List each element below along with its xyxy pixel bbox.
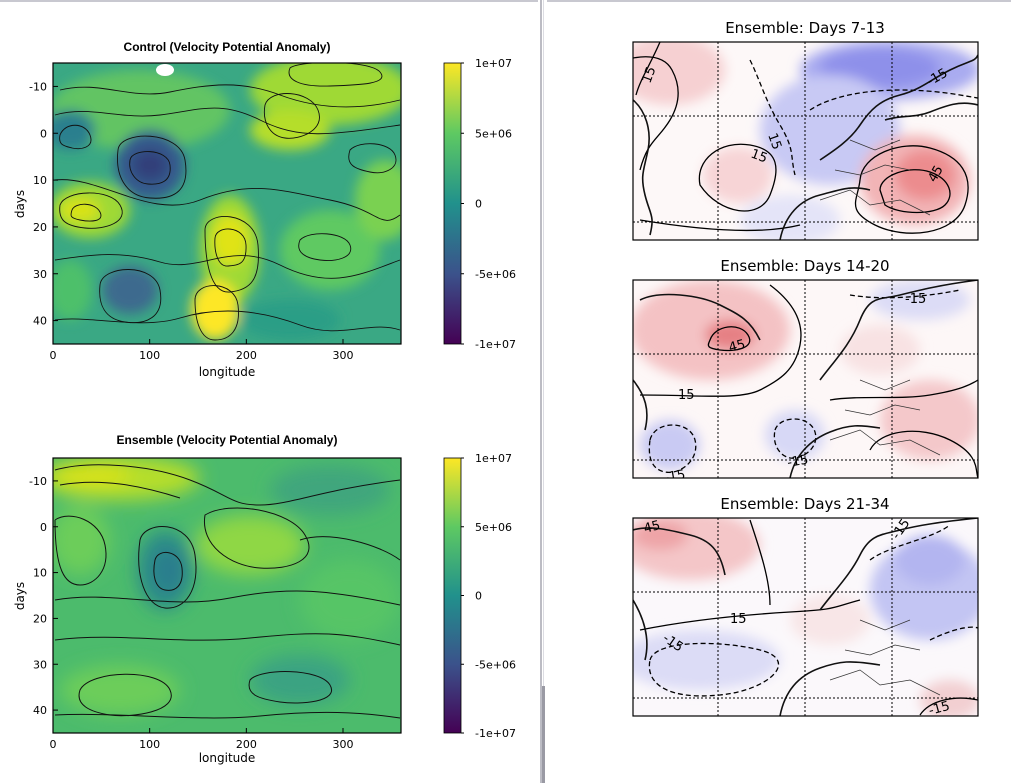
control-x-axis: 0 100 200 300 (50, 339, 354, 362)
y-tick-label: 30 (33, 268, 47, 281)
y-tick-label: 0 (40, 521, 47, 534)
control-colorbar (443, 62, 462, 345)
x-tick-label: 100 (139, 349, 160, 362)
ensemble-colorbar (443, 457, 462, 734)
x-tick-label: 300 (333, 349, 354, 362)
map1-contour-label: 45 (925, 163, 946, 185)
y-tick-label: 10 (33, 174, 47, 187)
control-y-label: days (13, 190, 27, 218)
colorbar-tick-label: -1e+07 (475, 338, 516, 351)
colorbar-tick-label: 0 (475, 590, 482, 603)
ensemble-y-label: days (13, 582, 27, 610)
map2-frame (632, 279, 979, 479)
map1-field: 15 15 15 -15 45 (633, 42, 978, 240)
y-tick-label: 40 (33, 315, 47, 328)
map2-contour-label: -15 (663, 467, 687, 485)
colorbar-tick-label: 0 (475, 198, 482, 211)
ensemble-field (53, 458, 401, 733)
control-heatmap: Control (Velocity Potential Anomaly) (13, 40, 516, 379)
ensemble-colorbar-ticks: 1e+07 5e+06 0 -5e+06 -1e+07 (461, 452, 516, 740)
map-days-14-20: Ensemble: Days 14-20 (632, 257, 979, 485)
control-field (53, 63, 401, 344)
map3-contour-label: -15 (927, 699, 951, 719)
colorbar-tick-label: -1e+07 (475, 727, 516, 740)
map2-title: Ensemble: Days 14-20 (720, 257, 889, 275)
control-title: Control (Velocity Potential Anomaly) (124, 40, 331, 54)
colorbar-tick-label: 5e+06 (475, 521, 512, 534)
y-tick-label: 10 (33, 567, 47, 580)
map3-title: Ensemble: Days 21-34 (720, 495, 889, 513)
map2-field: -15 45 15 -15 -15 (633, 280, 978, 485)
splitter-line-light (543, 0, 544, 783)
map3-field: 45 -15 15 -15 -15 (633, 518, 978, 719)
map1-contour-label: 15 (764, 131, 784, 152)
y-tick-label: 40 (33, 704, 47, 717)
window-top-border (0, 0, 1011, 2)
ensemble-x-label: longitude (199, 751, 256, 765)
colorbar-tick-label: 1e+07 (475, 452, 512, 465)
control-colorbar-ticks: 1e+07 5e+06 0 -5e+06 -1e+07 (461, 57, 516, 351)
scrollbar-thumb[interactable] (542, 686, 545, 783)
x-tick-label: 200 (236, 349, 257, 362)
y-tick-label: 0 (40, 127, 47, 140)
map3-contour-label: 15 (730, 612, 747, 627)
map-days-21-34: Ensemble: Days 21-34 (632, 495, 979, 719)
x-tick-label: 300 (333, 738, 354, 751)
map1-frame (632, 41, 979, 241)
colorbar-tick-label: -5e+06 (475, 658, 516, 671)
x-tick-label: 0 (50, 349, 57, 362)
map1-title: Ensemble: Days 7-13 (725, 19, 885, 37)
map2-contour-label: -15 (786, 452, 810, 470)
splitter-line (540, 0, 542, 783)
ensemble-x-axis: 0 100 200 300 (50, 728, 354, 751)
map3-frame (632, 517, 979, 717)
x-tick-label: 0 (50, 738, 57, 751)
colorbar-tick-label: 1e+07 (475, 57, 512, 70)
colorbar-tick-label: 5e+06 (475, 127, 512, 140)
pane-splitter[interactable] (538, 0, 547, 783)
y-tick-label: -10 (29, 80, 47, 93)
map1-contour-label: 15 (749, 147, 770, 167)
x-tick-label: 100 (139, 738, 160, 751)
y-tick-label: 20 (33, 612, 47, 625)
ensemble-title: Ensemble (Velocity Potential Anomaly) (117, 433, 338, 447)
map2-contour-label: 45 (727, 337, 747, 356)
map2-contour-label: -15 (905, 292, 926, 307)
map3-contour-label: 45 (642, 518, 662, 537)
y-tick-label: 20 (33, 221, 47, 234)
map2-contour-label: 15 (678, 388, 695, 403)
control-frame (52, 62, 402, 345)
ensemble-y-axis: -10 0 10 20 30 40 (29, 475, 58, 717)
map-days-7-13: Ensemble: Days 7-13 (632, 19, 979, 241)
y-tick-label: 30 (33, 658, 47, 671)
y-tick-label: -10 (29, 475, 47, 488)
colorbar-tick-label: -5e+06 (475, 268, 516, 281)
x-tick-label: 200 (236, 738, 257, 751)
ensemble-frame (52, 457, 402, 734)
ensemble-heatmap: Ensemble (Velocity Potential Anomaly) (13, 433, 516, 765)
map1-contour-label: 15 (640, 65, 660, 86)
control-y-axis: -10 0 10 20 30 40 (29, 80, 58, 328)
control-x-label: longitude (199, 365, 256, 379)
